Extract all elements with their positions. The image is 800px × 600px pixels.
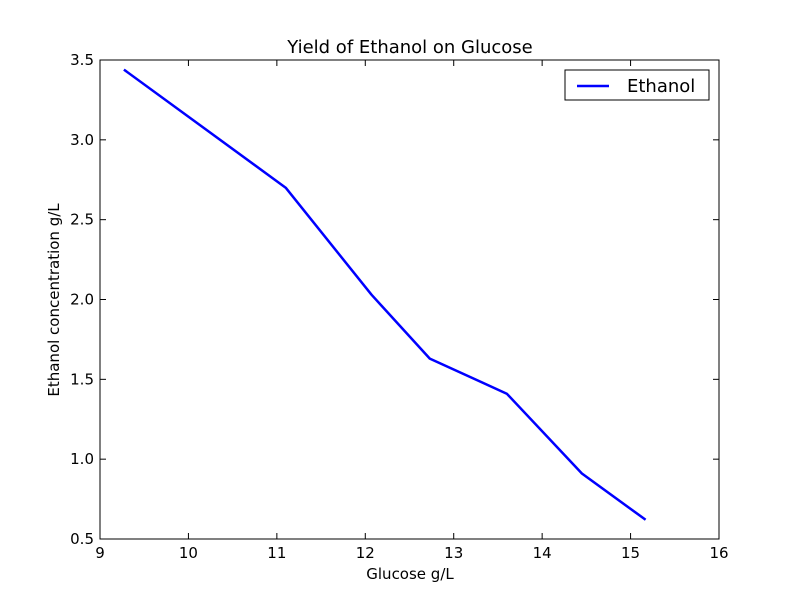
y-tick-label: 3.0	[70, 131, 94, 149]
y-tick-label: 3.5	[70, 51, 94, 69]
legend-label: Ethanol	[627, 76, 695, 97]
y-axis-label: Ethanol concentration g/L	[45, 203, 63, 397]
x-tick-label: 15	[621, 544, 640, 562]
y-tick-label: 2.5	[70, 211, 94, 229]
y-tick-label: 1.0	[70, 450, 94, 468]
series-line-ethanol	[123, 68, 647, 521]
x-axis-label: Glucose g/L	[366, 565, 454, 583]
y-tick-label: 2.0	[70, 291, 94, 309]
plot-area: 9 10 11 12 13 14 15 16 0.5 1.0 1.5 2.0 2.5 3.0 3.5 Etha…	[70, 51, 728, 562]
x-tick-label: 10	[179, 544, 198, 562]
x-tick-label: 12	[356, 544, 375, 562]
y-tick-label: 0.5	[70, 530, 94, 548]
chart-title: Yield of Ethanol on Glucose	[286, 37, 533, 58]
x-tick-label: 9	[95, 544, 105, 562]
x-tick-label: 14	[533, 544, 552, 562]
x-tick-label: 13	[444, 544, 463, 562]
x-tick-label: 16	[709, 544, 728, 562]
x-tick-label: 11	[267, 544, 286, 562]
y-tick-label: 1.5	[70, 370, 94, 388]
